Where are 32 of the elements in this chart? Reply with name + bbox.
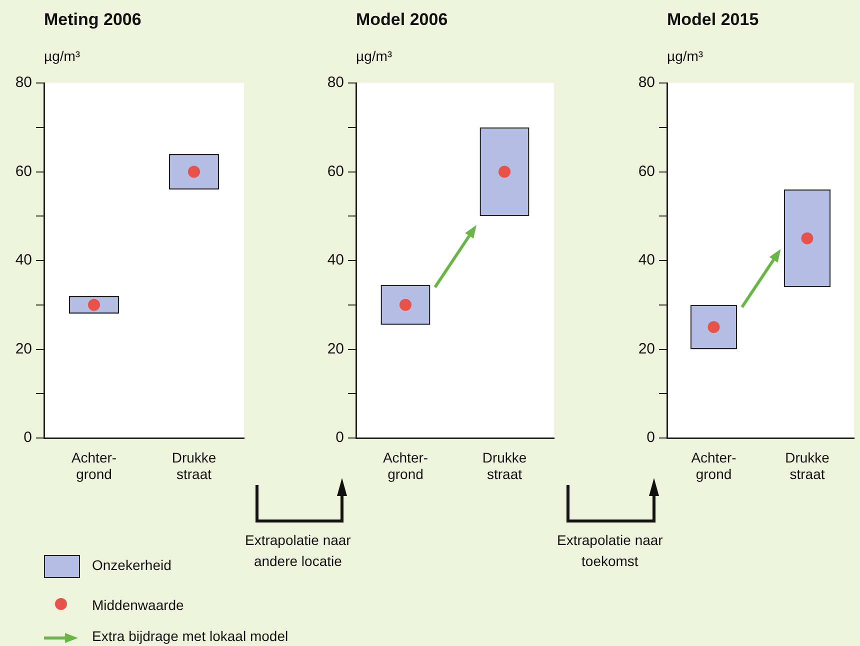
y-axis-title: µg/m³ <box>44 48 80 64</box>
text: Extra bijdrage met lokaal model <box>92 628 288 644</box>
y-tick-label: 80 <box>638 74 655 92</box>
y-tick-label: 80 <box>15 74 32 92</box>
y-tick-label: 60 <box>327 162 344 180</box>
y-tick-label: 60 <box>15 162 32 180</box>
chart-title: Model 2006 <box>356 10 448 30</box>
y-tick-label: 20 <box>15 340 32 358</box>
chart-title: Model 2015 <box>667 10 759 30</box>
y-tick-label: 40 <box>638 252 655 269</box>
x-tick-label: Achter- grond <box>691 449 737 482</box>
y-axis-title: µg/m³ <box>356 48 392 64</box>
x-tick-label: Drukke straat <box>172 449 216 482</box>
x-tick-label: Drukke straat <box>785 449 830 482</box>
y-tick-label: 0 <box>24 429 32 446</box>
y-tick-label: 40 <box>327 252 344 269</box>
y-tick-label: 20 <box>638 340 655 358</box>
y-tick-label: 0 <box>646 429 655 446</box>
legend-label: Middenwaarde <box>92 597 184 613</box>
x-tick-label: Achter- grond <box>71 449 117 482</box>
text: Extrapolatie naar andere locatie <box>245 531 351 571</box>
text: Extrapolatie naar toekomst <box>557 531 663 571</box>
y-tick-label: 0 <box>336 429 344 446</box>
x-tick-label: Achter- grond <box>382 449 428 482</box>
y-tick-label: 40 <box>15 252 32 269</box>
x-tick-label: Drukke straat <box>482 449 527 482</box>
y-tick-label: 60 <box>638 162 655 180</box>
y-axis-title: µg/m³ <box>667 48 704 64</box>
legend-label: Onzekerheid <box>92 557 172 573</box>
chart-title: Meting 2006 <box>44 10 142 30</box>
y-tick-label: 80 <box>327 74 344 92</box>
y-tick-label: 20 <box>327 340 344 358</box>
